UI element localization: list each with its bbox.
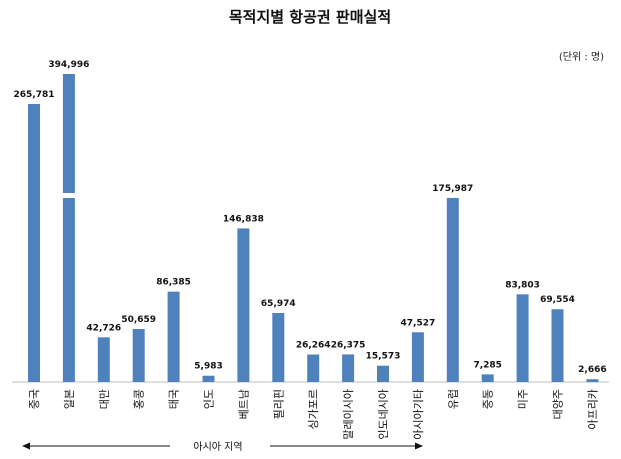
category-label-15: 미주	[517, 389, 530, 409]
category-label-9: 싱가포르	[307, 389, 320, 429]
region-arrowhead-right	[415, 442, 423, 450]
value-label-6: 5,983	[194, 362, 222, 372]
value-label-16: 69,554	[540, 295, 575, 305]
category-label-17: 아프리카	[586, 389, 599, 429]
region-label: 아시아 지역	[193, 441, 242, 453]
bar-3	[97, 337, 110, 382]
bar-8	[272, 312, 285, 382]
chart-title: 목적지별 항공권 판매실적	[229, 8, 391, 26]
value-label-2: 394,996	[48, 60, 89, 70]
value-label-8: 65,974	[261, 299, 296, 309]
value-label-4: 50,659	[121, 315, 156, 325]
value-label-1: 265,781	[14, 90, 55, 100]
bar-10	[342, 354, 355, 382]
category-label-4: 홍콩	[132, 389, 146, 409]
value-label-9: 26,264	[296, 341, 331, 351]
bar-14	[481, 374, 494, 382]
category-label-16: 대양주	[552, 389, 565, 419]
bar-15	[516, 294, 529, 382]
bar-4	[132, 329, 145, 382]
bar-7	[237, 228, 250, 382]
bar-1	[28, 104, 40, 382]
category-label-14: 중동	[482, 389, 495, 409]
value-label-3: 42,726	[86, 323, 121, 333]
bar-6	[202, 375, 215, 382]
unit-label: (단위 : 명)	[559, 50, 604, 63]
bar-13	[446, 197, 459, 382]
category-label-13: 유럽	[446, 389, 460, 409]
bars-group	[28, 74, 599, 382]
category-label-12: 아시아기타	[412, 389, 425, 440]
category-label-2: 일본	[62, 389, 76, 409]
bar-11	[377, 365, 389, 382]
bar-2-upper	[62, 74, 75, 193]
bar-9	[307, 354, 320, 382]
category-label-11: 인도네시아	[377, 389, 390, 440]
value-label-5: 86,385	[156, 278, 191, 288]
category-label-5: 태국	[168, 389, 181, 409]
category-label-1: 중국	[28, 389, 41, 409]
bar-5	[167, 291, 180, 382]
region-arrowhead-left	[22, 442, 30, 450]
value-label-15: 83,803	[505, 280, 540, 290]
bar-16	[551, 309, 564, 382]
bar-17	[586, 379, 599, 382]
category-label-10: 말레이시아	[342, 389, 355, 440]
value-label-14: 7,285	[473, 360, 501, 370]
category-labels-group: 중국 일본 대만 홍콩 태국 인도 베트남 필리핀 싱가포르 말레이시아 인도네시아 아시아기타 유럽 중…	[28, 389, 599, 440]
category-label-8: 필리핀	[272, 389, 285, 419]
bar-12	[411, 332, 424, 382]
value-label-17: 2,666	[578, 365, 606, 375]
value-label-11: 15,573	[366, 352, 401, 362]
category-label-7: 베트남	[237, 389, 250, 419]
value-label-7: 146,838	[223, 214, 264, 224]
category-label-6: 인도	[203, 389, 216, 409]
value-label-13: 175,987	[432, 184, 473, 194]
category-label-3: 대만	[98, 389, 111, 409]
bar-2-lower	[62, 198, 75, 382]
value-label-10: 26,375	[331, 340, 366, 350]
region-annotation: 아시아 지역	[22, 441, 423, 453]
value-label-12: 47,527	[401, 318, 436, 328]
